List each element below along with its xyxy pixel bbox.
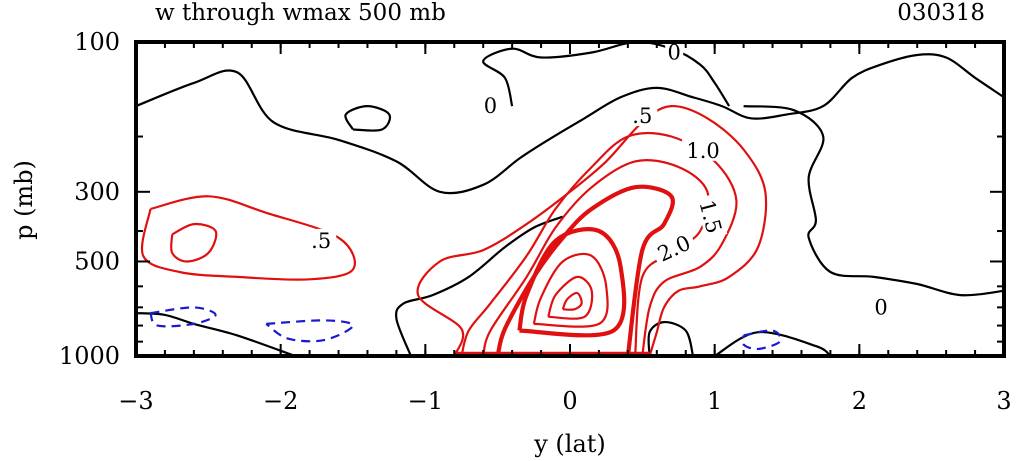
y-axis: 100 300 500 1000: [59, 28, 1004, 370]
contour-line-20: [265, 319, 355, 343]
contour-label-two-bg: [650, 228, 698, 267]
contour-line-19: [149, 306, 217, 328]
contour-line-2: [344, 104, 392, 132]
x-tick-label: 2: [852, 387, 867, 415]
contour-label-half-b-group: .5: [627, 104, 658, 128]
contour-line-4: [395, 215, 564, 356]
x-tick-label: −3: [118, 387, 153, 415]
contour-line-15: [532, 252, 609, 328]
x-tick-label: 0: [562, 387, 577, 415]
contour-label-one: 1.0: [686, 139, 719, 163]
chart-title: w through wmax 500 mb: [155, 0, 446, 26]
contour-label-zero-c: 0: [874, 295, 887, 319]
contour-line-8: [140, 195, 356, 281]
contour-line-17: [561, 291, 583, 311]
contour-labels: 0 0 0 .5 .5 1.0 1.52.0: [306, 40, 890, 319]
y-tick-label: 100: [74, 28, 120, 56]
x-tick-label: −1: [408, 387, 443, 415]
contour-label-zero-a: 0: [484, 94, 497, 118]
y-axis-label: p (mb): [10, 160, 38, 240]
contour-label-zero-a-bg: [481, 94, 500, 117]
contour-label-zero-a-group: 0: [481, 94, 500, 118]
contour-label-half-a-bg: [306, 228, 337, 251]
y-tick-label: 1000: [59, 342, 120, 370]
x-tick-label: 1: [707, 387, 722, 415]
contour-line-9: [170, 222, 218, 263]
contour-label-two-group: 2.0: [650, 228, 698, 267]
y-tick-label: 500: [74, 247, 120, 275]
contour-label-half-a: .5: [311, 229, 331, 253]
x-tick-label: −2: [263, 387, 298, 415]
plot-area: 0 0 0 .5 .5 1.0 1.52.0: [136, 40, 1004, 356]
contour-label-zero-b-group: 0: [665, 40, 684, 65]
contour-line-11: [460, 131, 738, 356]
contour-label-zero-c-group: 0: [872, 295, 890, 319]
y-tick-label: 300: [74, 178, 120, 206]
contour-label-zero-b-bg: [665, 40, 684, 63]
contour-line-14: [517, 227, 627, 338]
contour-label-half-a-group: .5: [306, 228, 337, 253]
contour-label-half-b-bg: [627, 104, 658, 126]
contour-label-zero-b: 0: [668, 41, 681, 65]
contour-line-21: [741, 329, 782, 351]
contour-label-one-group: 1.0: [682, 138, 725, 163]
contour-label-one-bg: [682, 138, 725, 161]
x-axis: −3 −2 −1 0 1 2 3: [118, 42, 1012, 415]
contour-label-one-half: 1.5: [694, 197, 726, 235]
contour-line-16: [547, 275, 594, 320]
contour-line-13: [495, 184, 675, 356]
contour-label-one-half-bg: [695, 193, 728, 240]
contour-label-zero-c-bg: [872, 295, 890, 318]
contour-line-1: [482, 42, 731, 107]
x-tick-label: 3: [996, 387, 1011, 415]
contour-line-3: [136, 312, 296, 356]
contour-label-half-b: .5: [632, 104, 652, 128]
contour-line-7: [743, 105, 1004, 297]
chart-date-label: 030318: [897, 0, 985, 26]
contour-line-10: [416, 104, 768, 356]
contour-line-5: [647, 320, 695, 356]
x-axis-label: y (lat): [533, 430, 606, 458]
contour-line-0: [136, 53, 1004, 195]
contour-line-6: [714, 331, 832, 356]
